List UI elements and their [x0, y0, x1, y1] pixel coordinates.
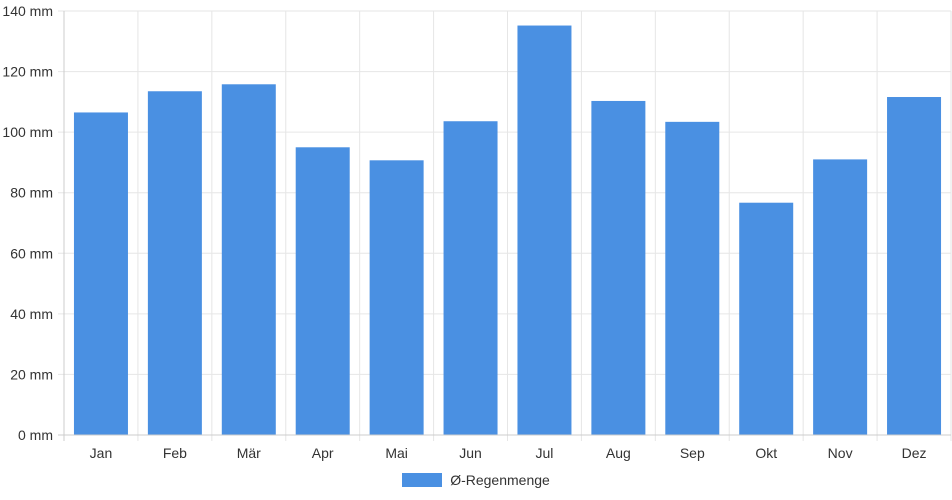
y-tick-label: 100 mm: [2, 124, 53, 140]
bar: [221, 84, 276, 435]
x-tick-label: Sep: [680, 445, 705, 461]
bar: [295, 147, 350, 436]
x-tick-label: Feb: [163, 445, 187, 461]
y-tick-label: 80 mm: [10, 185, 53, 201]
legend-label: Ø-Regenmenge: [450, 472, 550, 488]
y-tick-label: 20 mm: [10, 366, 53, 382]
legend-swatch: [402, 473, 443, 487]
bar: [443, 121, 498, 436]
x-tick-label: Mär: [237, 445, 261, 461]
bar: [73, 112, 128, 435]
x-tick-label: Apr: [312, 445, 334, 461]
bar: [739, 202, 794, 435]
x-tick-label: Mai: [385, 445, 408, 461]
bar: [369, 160, 424, 435]
x-tick-label: Jul: [536, 445, 554, 461]
bar: [887, 97, 942, 436]
x-tick-label: Jan: [90, 445, 113, 461]
bar: [813, 159, 868, 435]
legend: Ø-Regenmenge: [0, 472, 952, 488]
y-tick-label: 140 mm: [2, 3, 53, 19]
grid-lines: [58, 10, 952, 441]
x-tick-label: Nov: [828, 445, 853, 461]
bar: [147, 91, 202, 435]
bar: [665, 121, 720, 436]
tick-labels: 0 mm 20 mm 40 mm 60 mm 80 mm 100 mm 120 mm 140 …: [2, 3, 926, 461]
y-tick-label: 120 mm: [2, 64, 53, 80]
bar: [517, 25, 572, 436]
bars: [73, 25, 942, 436]
bar: [591, 100, 646, 435]
x-tick-label: Aug: [606, 445, 631, 461]
y-tick-label: 60 mm: [10, 245, 53, 261]
y-tick-label: 0 mm: [18, 427, 53, 443]
x-tick-label: Jun: [459, 445, 482, 461]
x-tick-label: Okt: [755, 445, 777, 461]
x-tick-label: Dez: [902, 445, 927, 461]
y-tick-label: 40 mm: [10, 306, 53, 322]
